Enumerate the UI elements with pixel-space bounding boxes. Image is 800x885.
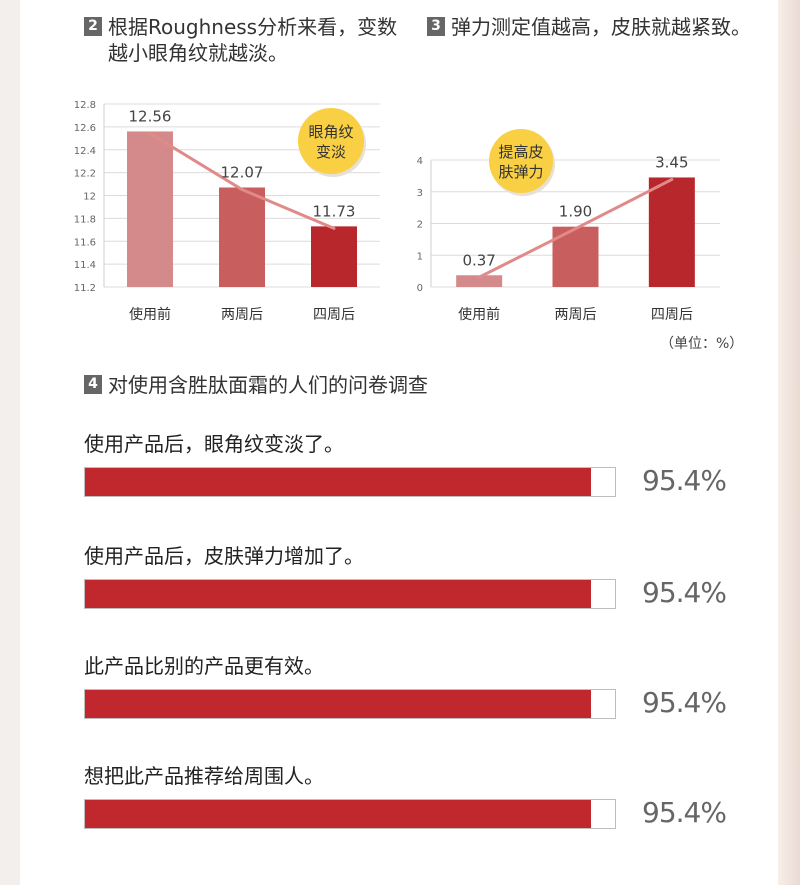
section3-number: 3 bbox=[427, 17, 445, 36]
y-tick-label: 2 bbox=[417, 220, 423, 231]
y-tick-label: 12.6 bbox=[74, 123, 96, 134]
survey-percent-label: 95.4% bbox=[642, 796, 727, 829]
y-tick-label: 3 bbox=[417, 188, 423, 199]
survey-question: 使用产品后，眼角纹变淡了。 bbox=[84, 432, 344, 456]
data-label: 12.56 bbox=[129, 107, 172, 125]
survey-question: 使用产品后，皮肤弹力增加了。 bbox=[84, 544, 364, 568]
badge-text: 变淡 bbox=[316, 143, 346, 161]
section3-header: 3 弹力测定值越高，皮肤就越紧致。 bbox=[425, 14, 751, 40]
survey-bar-fill bbox=[85, 468, 591, 496]
y-tick-label: 11.2 bbox=[74, 283, 96, 294]
x-category-label: 四周后 bbox=[313, 307, 355, 323]
charts-canvas: 11.211.411.611.81212.212.412.612.812.561… bbox=[74, 100, 720, 323]
badge-text: 肤弹力 bbox=[498, 163, 543, 181]
survey-bar-track bbox=[84, 579, 616, 609]
survey-percent-label: 95.4% bbox=[642, 576, 727, 609]
section2-header: 2 根据Roughness分析来看，变数 越小眼角纹就越淡。 bbox=[84, 14, 397, 66]
y-tick-label: 11.8 bbox=[74, 214, 96, 225]
y-tick-label: 11.6 bbox=[74, 237, 96, 248]
survey-question: 此产品比别的产品更有效。 bbox=[84, 654, 324, 678]
x-category-label: 使用前 bbox=[129, 306, 171, 323]
bar bbox=[456, 275, 503, 287]
survey-bar-fill bbox=[85, 800, 591, 828]
survey-bar-track bbox=[84, 467, 616, 497]
survey-bar-fill bbox=[85, 690, 591, 718]
badge-circle bbox=[298, 108, 364, 174]
section2-number: 2 bbox=[84, 17, 102, 36]
section4-title: 对使用含胜肽面霜的人们的问卷调查 bbox=[108, 373, 428, 397]
y-tick-label: 4 bbox=[417, 156, 423, 167]
bar bbox=[219, 187, 265, 287]
survey-percent-label: 95.4% bbox=[642, 686, 727, 719]
x-category-label: 使用前 bbox=[458, 306, 500, 323]
section4-number: 4 bbox=[84, 375, 102, 394]
badge-circle bbox=[489, 129, 553, 193]
survey-bar-track bbox=[84, 799, 616, 829]
section4-header: 4 对使用含胜肽面霜的人们的问卷调查 bbox=[84, 372, 428, 398]
data-label: 11.73 bbox=[313, 202, 356, 220]
y-tick-label: 12.2 bbox=[74, 169, 96, 180]
survey-question: 想把此产品推荐给周围人。 bbox=[84, 764, 324, 788]
bar bbox=[648, 177, 695, 287]
survey-bar-track bbox=[84, 689, 616, 719]
x-category-label: 两周后 bbox=[555, 307, 597, 323]
data-label: 1.90 bbox=[559, 203, 592, 221]
data-label: 12.07 bbox=[221, 163, 264, 181]
y-tick-label: 0 bbox=[417, 283, 423, 294]
bar bbox=[311, 226, 357, 287]
bar bbox=[127, 131, 173, 287]
data-label: 0.37 bbox=[462, 251, 495, 269]
section2-title: 根据Roughness分析来看，变数 越小眼角纹就越淡。 bbox=[108, 15, 398, 65]
badge-text: 眼角纹 bbox=[308, 123, 353, 141]
trend-line bbox=[148, 131, 336, 230]
survey-percent-label: 95.4% bbox=[642, 464, 727, 497]
badge-text: 提高皮 bbox=[498, 143, 543, 161]
data-label: 3.45 bbox=[655, 153, 688, 171]
y-tick-label: 12 bbox=[83, 192, 96, 203]
x-category-label: 四周后 bbox=[651, 307, 693, 323]
y-tick-label: 12.4 bbox=[74, 146, 96, 157]
x-category-label: 两周后 bbox=[221, 307, 263, 323]
survey-bar-fill bbox=[85, 580, 591, 608]
right-edge-strip bbox=[778, 0, 800, 885]
section3-title: 弹力测定值越高，皮肤就越紧致。 bbox=[451, 15, 751, 39]
y-tick-label: 12.8 bbox=[74, 100, 96, 111]
trend-line bbox=[477, 177, 674, 279]
unit-label: （单位：%） bbox=[660, 336, 744, 352]
y-tick-label: 11.4 bbox=[74, 260, 96, 271]
y-tick-label: 1 bbox=[417, 251, 423, 262]
